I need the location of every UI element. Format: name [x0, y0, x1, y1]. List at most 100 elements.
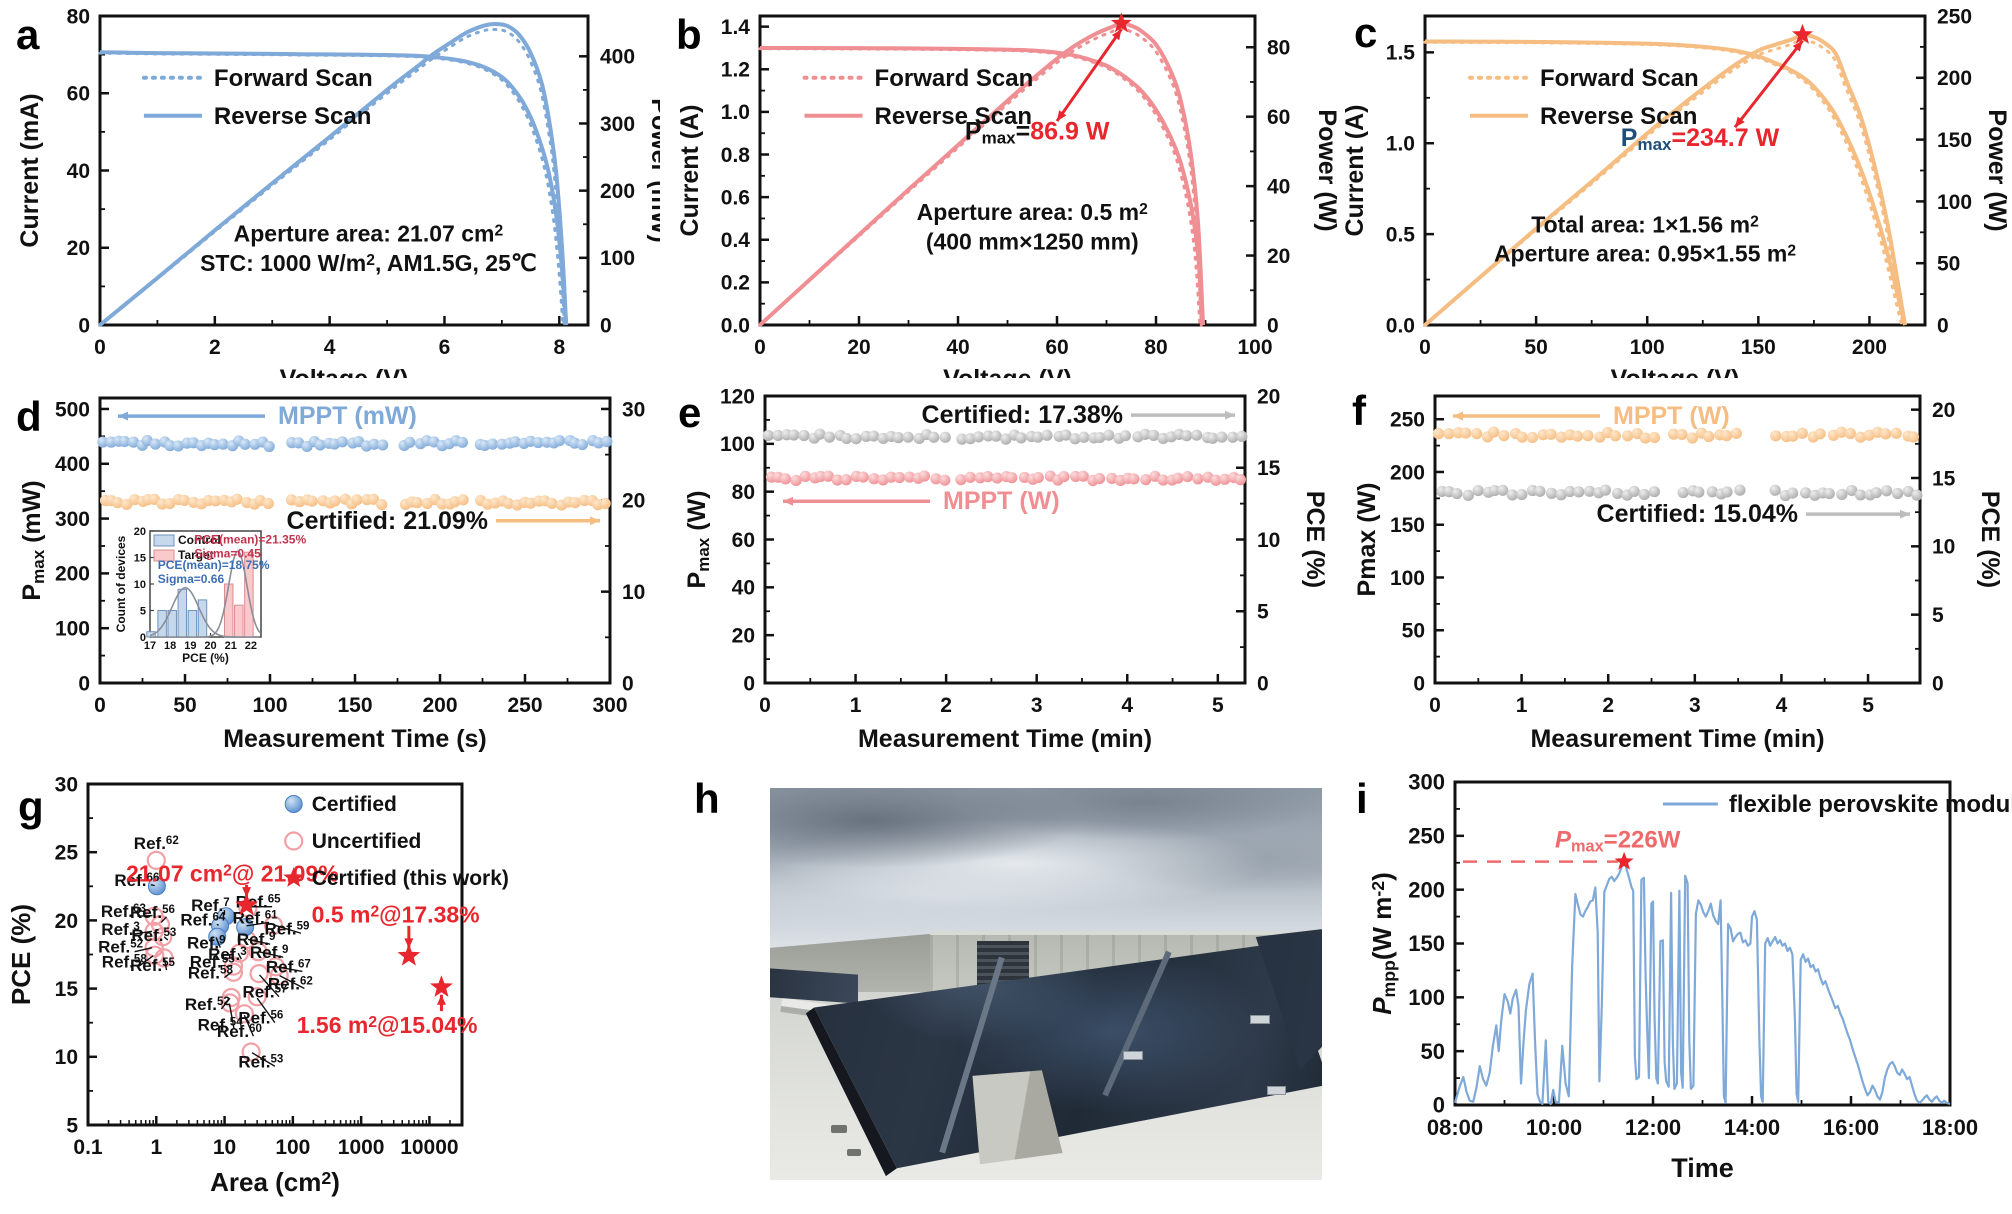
x-tick-label: 100	[1237, 336, 1272, 359]
background-module	[770, 968, 859, 1004]
gaussian-fit	[150, 550, 261, 638]
y-tick-label: 0.8	[721, 144, 751, 167]
power-curve-reverse	[758, 21, 1206, 327]
uncertified-point	[146, 850, 166, 870]
y-tick-label: 1.0	[1386, 133, 1415, 156]
arrow	[1055, 28, 1123, 122]
control-bar	[177, 588, 188, 638]
ref-label: Ref.67	[266, 957, 311, 976]
x-axis-title: Measurement Time (s)	[223, 725, 487, 753]
panel-b-label: b	[676, 11, 702, 58]
uncertified-point	[249, 963, 269, 984]
y2-tick-label: 10	[622, 581, 645, 604]
y-axis-title: Current (mA)	[16, 93, 44, 247]
mppt-series-label: MPPT (W)	[943, 487, 1060, 515]
y2-tick-label: 0	[600, 314, 612, 337]
y-tick-label: 20	[732, 625, 755, 648]
ref-label: Ref.66	[114, 871, 159, 890]
arrow-head	[242, 887, 252, 898]
x-tick-label: 10000	[400, 1136, 458, 1159]
y-tick-label: 40	[67, 160, 90, 183]
arrow-head	[436, 994, 446, 1005]
inset-y-tick: 0	[140, 632, 146, 644]
ref-leader-line	[216, 923, 219, 926]
x-axis-title: Area (cm2)	[210, 1167, 340, 1197]
inset-x-tick: 20	[204, 640, 216, 652]
gaussian-fit	[149, 586, 260, 638]
x-tick-label: 0	[94, 694, 106, 717]
panel-d-label: d	[16, 393, 42, 440]
y2-axis-title: PCE (%)	[1301, 491, 1329, 588]
y2-tick-label: 300	[600, 113, 635, 136]
ref-leader-line	[246, 921, 270, 927]
this-work-star	[235, 893, 258, 916]
x-tick-label: 300	[592, 694, 627, 717]
dot-series-orange	[1432, 426, 1920, 444]
x-tick-label: 10:00	[1526, 1115, 1582, 1140]
y-tick-label: 20	[55, 910, 78, 933]
ref-label: Ref.55	[130, 956, 176, 975]
iv-curve-reverse	[99, 50, 569, 326]
y2-tick-label: 15	[1932, 467, 1956, 490]
y-tick-label: 100	[1408, 985, 1445, 1010]
x-tick-label: 40	[946, 336, 969, 359]
ref-label: Ref.52	[185, 995, 230, 1014]
iv-curve-forward	[98, 51, 565, 327]
y-axis-title: PCE (%)	[6, 904, 36, 1005]
panel-d-mppt-chart: 0 50 100 150 200 250 300 0 100 200 300 400 500 0 10 20 3…	[0, 378, 694, 770]
inset-y-tick: 20	[134, 526, 146, 538]
uncertified-point	[150, 914, 171, 935]
floor-debris	[830, 1125, 848, 1133]
y-tick-label: 500	[55, 398, 90, 421]
pmax-annotation: Pmax=86.9 W	[965, 118, 1110, 148]
pmax-annotation: Pmax=234.7 W	[1621, 124, 1780, 154]
inset-legend-swatch	[153, 549, 175, 562]
inset-x-tick: 22	[245, 640, 257, 652]
certified-point	[236, 918, 255, 937]
ref-leader-line	[279, 975, 305, 990]
panel-f-mppt-chart: 0 1 2 3 4 5 0 50 100 150 200 250 0 5 10 15 20 Pmax (W) PCE…	[1338, 378, 2012, 770]
plot-frame	[1453, 780, 1952, 1107]
y2-tick-label: 30	[622, 398, 645, 421]
x-tick-label: 6	[439, 336, 451, 359]
arrow-head	[1735, 116, 1745, 128]
control-bar	[187, 610, 198, 638]
plot-frame	[1423, 14, 1927, 327]
y2-tick-label: 0	[622, 672, 634, 695]
ref-label: Ref.3	[101, 920, 140, 939]
ref-leader-line	[251, 1052, 276, 1067]
x-tick-label: 2	[1602, 694, 1614, 717]
x-tick-label: 0.1	[73, 1136, 103, 1159]
ref-label: Ref.60	[217, 1022, 262, 1041]
uncertified-point	[223, 956, 244, 976]
panel-e-mppt-chart: 0 1 2 3 4 5 0 20 40 60 80 100 120 0 5 10 15 20 Pmax (W) PCE…	[660, 378, 1338, 770]
y-tick-label: 1.5	[1386, 42, 1416, 65]
plot-frame	[1433, 394, 1922, 685]
y2-tick-label: 100	[600, 247, 635, 270]
inset-y-tick: 5	[140, 606, 146, 618]
x-tick-label: 200	[422, 694, 457, 717]
uncertified-point	[144, 938, 164, 958]
y-tick-label: 200	[1408, 877, 1445, 902]
x-tick-label: 150	[1741, 336, 1776, 359]
x-axis-title: Time	[1671, 1153, 1734, 1183]
note-text: STC: 1000 W/m2, AM1.5G, 25℃	[200, 250, 537, 276]
ref-leader-line	[150, 884, 155, 887]
arrow-head	[1224, 410, 1235, 420]
x-tick-label: 4	[324, 336, 336, 359]
power-curve-reverse	[98, 22, 569, 327]
ref-label: Ref.62	[134, 834, 179, 853]
y-tick-label: 0	[78, 672, 90, 695]
legend-certified-label: Certified	[312, 793, 397, 816]
arrow-head	[1111, 29, 1122, 41]
ref-label: Ref.3	[208, 945, 247, 964]
x-axis-title: Voltage (V)	[943, 365, 1072, 378]
arrow-head	[589, 516, 600, 526]
x-tick-label: 20	[847, 336, 870, 359]
y2-tick-label: 0	[1932, 672, 1944, 695]
ref-leader-line	[247, 938, 271, 945]
ref-leader-line	[223, 970, 233, 979]
y-tick-label: 0.6	[721, 186, 750, 209]
